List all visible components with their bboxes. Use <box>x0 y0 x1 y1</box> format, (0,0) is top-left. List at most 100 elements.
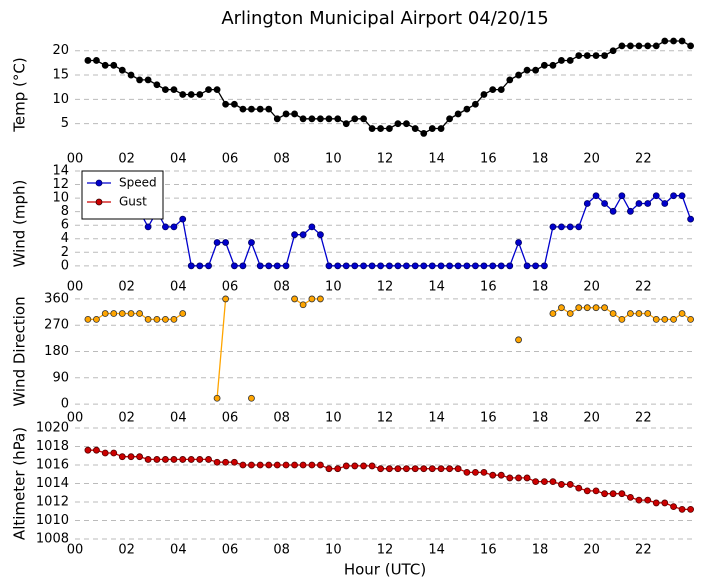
data-point <box>222 295 230 303</box>
data-point <box>428 262 436 270</box>
data-point <box>179 91 187 98</box>
data-point <box>472 100 479 108</box>
data-point <box>670 192 677 200</box>
data-point <box>411 465 419 473</box>
data-point <box>540 61 548 69</box>
data-point <box>334 465 342 473</box>
x-tick-label: 12 <box>377 411 394 426</box>
data-point <box>454 110 462 118</box>
data-point <box>575 223 583 231</box>
x-tick-label: 02 <box>118 411 135 426</box>
x-tick-label: 20 <box>583 152 600 167</box>
data-point <box>601 490 608 498</box>
data-point <box>360 115 367 123</box>
data-point <box>480 262 488 270</box>
data-point <box>213 394 221 402</box>
data-point <box>230 100 238 108</box>
data-point <box>256 105 264 113</box>
y-tick-label: 270 <box>44 318 69 333</box>
data-point <box>162 315 169 323</box>
data-point <box>575 52 583 59</box>
data-point <box>497 86 505 94</box>
data-point <box>360 262 367 270</box>
data-point <box>566 310 574 317</box>
data-point <box>480 91 488 98</box>
data-point <box>351 462 359 470</box>
data-point <box>592 304 600 312</box>
data-point <box>670 503 677 511</box>
y-tick-label: 0 <box>61 258 69 273</box>
data-point <box>454 465 462 473</box>
data-point <box>179 215 187 223</box>
data-point <box>291 461 298 469</box>
data-point <box>687 315 695 323</box>
data-point <box>609 207 617 215</box>
data-point <box>515 474 522 482</box>
data-point <box>93 57 100 64</box>
data-point <box>265 461 273 469</box>
x-tick-label: 16 <box>480 411 497 426</box>
data-point <box>377 465 385 473</box>
y-tick-label: 1010 <box>36 513 69 528</box>
data-point <box>291 295 298 303</box>
data-point <box>627 493 634 501</box>
data-point <box>670 315 677 323</box>
data-point <box>575 484 583 492</box>
x-tick-label: 10 <box>325 280 342 295</box>
data-point <box>153 315 161 323</box>
data-point <box>592 487 600 495</box>
data-point <box>644 496 652 504</box>
data-point <box>472 262 479 270</box>
legend-box <box>81 170 164 220</box>
data-point <box>273 262 281 270</box>
data-point <box>162 223 169 231</box>
y-tick-label: 8 <box>61 204 69 219</box>
data-point <box>101 310 109 317</box>
data-point <box>317 115 324 123</box>
data-point <box>299 461 307 469</box>
data-point <box>282 262 290 270</box>
data-point <box>506 474 514 482</box>
data-point <box>506 76 514 84</box>
data-point <box>118 310 126 317</box>
data-point <box>592 52 600 59</box>
data-point <box>385 262 393 270</box>
data-point <box>377 125 385 132</box>
data-point <box>583 52 591 59</box>
data-point <box>230 262 238 270</box>
data-point <box>101 449 109 457</box>
data-point <box>153 81 161 89</box>
data-point <box>127 71 135 79</box>
y-axis-label: Altimeter (hPa) <box>11 427 29 540</box>
data-point <box>187 262 195 270</box>
data-point <box>325 115 333 123</box>
data-point <box>162 456 169 463</box>
legend-marker <box>95 198 103 206</box>
y-axis-label: Wind (mph) <box>11 180 29 268</box>
data-point <box>403 120 410 128</box>
data-point <box>652 192 660 200</box>
data-point <box>515 336 522 344</box>
y-tick-label: 10 <box>52 191 69 206</box>
x-tick-label: 22 <box>635 280 652 295</box>
data-point <box>136 310 143 317</box>
data-point <box>213 86 221 94</box>
x-tick-label: 00 <box>67 543 84 558</box>
y-tick-label: 14 <box>52 164 69 179</box>
data-point <box>437 262 445 270</box>
data-point <box>118 66 126 74</box>
data-point <box>342 120 350 128</box>
x-tick-label: 16 <box>480 152 497 167</box>
data-point <box>678 505 686 513</box>
data-point <box>627 207 634 215</box>
y-tick-label: 360 <box>44 291 69 306</box>
data-point <box>144 223 152 231</box>
x-tick-label: 08 <box>273 280 290 295</box>
data-point <box>652 315 660 323</box>
data-point <box>644 200 652 207</box>
x-tick-label: 00 <box>67 152 84 167</box>
data-point <box>394 262 402 270</box>
data-point <box>222 239 230 246</box>
data-point <box>144 456 152 463</box>
data-point <box>213 239 221 246</box>
